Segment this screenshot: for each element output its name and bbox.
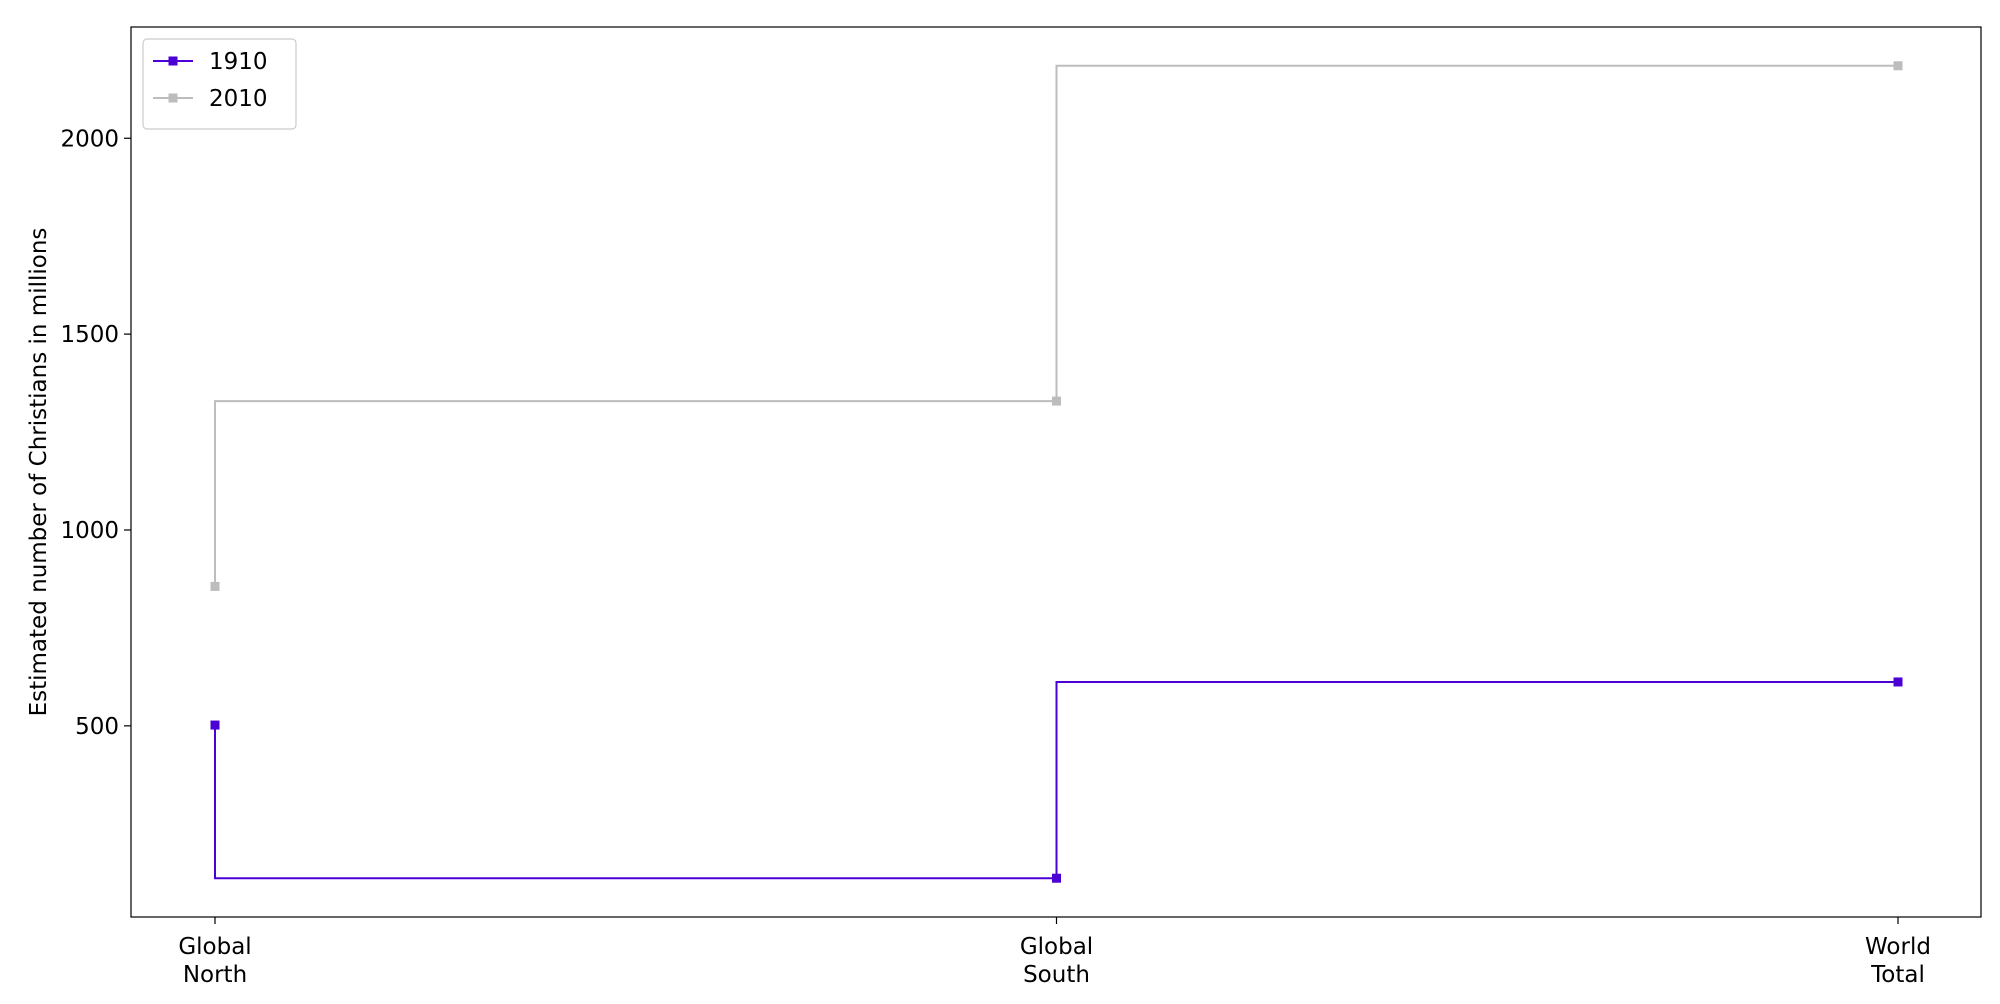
data-point-1910 [1893,677,1903,687]
data-point-2010 [1052,396,1061,406]
legend-marker-1910 [168,56,178,66]
axis-layer: 500 1000 1500 2000 Global North Global South Wor… [60,126,1931,988]
legend-marker-2010 [168,93,178,103]
y-tick-label: 500 [75,714,119,740]
legend-entries: 1910 2010 [153,49,268,112]
y-tick-label: 1000 [60,518,119,544]
data-point-2010 [1893,61,1903,71]
series-line-1910 [214,680,1898,880]
legend-label-2010: 2010 [209,86,268,112]
x-tick-label: Global North [178,934,251,988]
legend: 1910 2010 [142,38,297,130]
legend-label-1910: 1910 [209,49,268,75]
data-point-2010 [210,581,220,591]
y-tick-label: 2000 [60,126,119,152]
data-point-1910 [1052,873,1061,883]
y-tick-label: 1500 [60,322,119,348]
data-point-1910 [210,720,220,730]
x-tick-label: Global South [1020,934,1093,988]
x-tick-label: World Total [1865,934,1931,988]
series-layer [210,61,1903,883]
y-axis-label: Estimated number of Christians in millio… [26,228,52,717]
series-line-2010 [214,64,1898,587]
